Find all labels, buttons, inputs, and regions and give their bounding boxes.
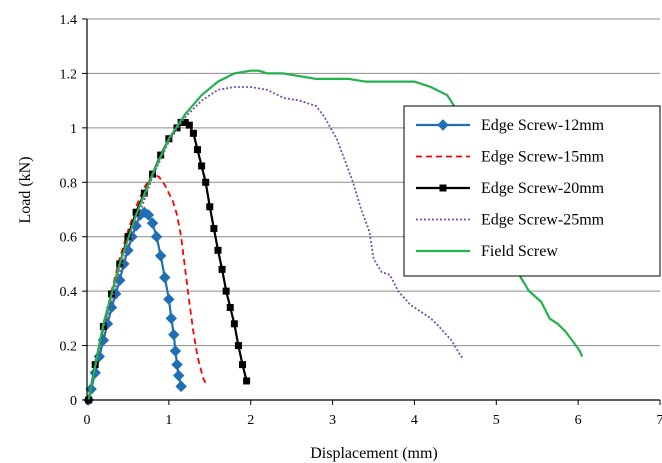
x-tick-label: 6 (575, 413, 582, 428)
data-point (177, 118, 185, 126)
data-point (226, 303, 234, 311)
y-tick-label: 0.6 (60, 231, 78, 246)
series-line (87, 173, 209, 401)
y-tick-label: 1.4 (60, 13, 78, 28)
series-edge-screw-25mm (87, 86, 465, 401)
gridlines (87, 18, 660, 347)
series-line (87, 121, 248, 401)
data-point (175, 380, 187, 393)
data-point (181, 118, 189, 126)
legend-item: Edge Screw-20mm (416, 180, 605, 197)
data-point (142, 209, 155, 221)
legend-box (403, 105, 661, 277)
axes (82, 18, 661, 405)
series-layer (82, 69, 584, 406)
y-tick-label: 1 (70, 122, 77, 137)
y-tick-label: 0.4 (60, 285, 78, 300)
data-point (146, 217, 159, 229)
data-point (222, 287, 230, 295)
data-point (243, 377, 251, 385)
legend-item: Edge Screw-15mm (416, 149, 605, 166)
data-point (159, 271, 171, 284)
series-edge-screw-20mm (85, 118, 251, 404)
y-tick-label: 0.8 (60, 176, 78, 191)
series-line (87, 211, 183, 401)
data-point (214, 246, 222, 254)
legend-item: Edge Screw-25mm (416, 212, 605, 229)
data-point (230, 320, 238, 328)
y-tick-label: 1.2 (60, 67, 78, 82)
data-point (168, 328, 180, 341)
data-point (239, 361, 247, 369)
data-point (163, 293, 175, 306)
y-tick-label: 0 (70, 394, 77, 409)
legend-label: Edge Screw-25mm (481, 212, 605, 229)
data-point (169, 345, 182, 357)
y-tick-label: 0.2 (60, 340, 78, 355)
data-point (171, 358, 183, 371)
legend-item: Field Screw (416, 243, 558, 260)
data-point (185, 121, 193, 129)
legend-label: Edge Screw-20mm (481, 180, 605, 197)
data-point (154, 250, 167, 262)
x-axis-title: Displacement (mm) (310, 445, 438, 462)
data-point (189, 129, 197, 137)
x-tick-label: 0 (84, 413, 91, 428)
legend-label: Edge Screw-15mm (481, 149, 605, 166)
x-tick-label: 3 (329, 413, 336, 428)
y-axis-title: Load (kN) (17, 156, 34, 223)
series-edge-screw-15mm (87, 173, 209, 401)
x-tick-label: 5 (493, 413, 500, 428)
data-point (218, 265, 226, 273)
data-point (165, 312, 178, 325)
legend-marker (439, 184, 447, 192)
series-line (87, 86, 465, 401)
data-point (198, 162, 206, 170)
legend-label: Edge Screw-12mm (481, 117, 605, 134)
x-tick-label: 2 (247, 413, 254, 428)
tick-labels: 0 0.2 0.4 0.6 0.8 1 1.2 1.4 0 1 2 3 4 5 6 7 (60, 13, 662, 428)
data-point (194, 146, 202, 154)
series-line (87, 69, 584, 401)
x-tick-label: 4 (411, 413, 418, 428)
data-point (202, 178, 210, 186)
series-edge-screw-12mm (82, 206, 187, 406)
data-point (206, 203, 214, 211)
data-point (210, 225, 218, 233)
legend-label: Field Screw (481, 243, 558, 260)
data-point (172, 369, 185, 382)
legend-item: Edge Screw-12mm (416, 117, 605, 134)
data-point (89, 367, 101, 379)
legend-marker (437, 119, 449, 131)
x-tick-label: 7 (657, 413, 662, 428)
data-point (150, 231, 163, 243)
series-field-screw (87, 69, 584, 401)
data-point (234, 342, 242, 350)
legend: Edge Screw-12mm Edge Screw-15mm Edge Screw… (403, 105, 661, 277)
x-tick-label: 1 (165, 413, 172, 428)
